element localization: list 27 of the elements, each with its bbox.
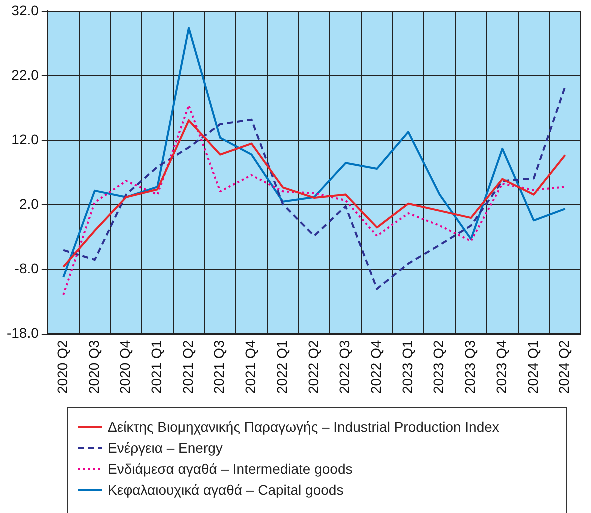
x-tick-label: 2020 Q4 <box>117 340 134 394</box>
x-tick-label: 2021 Q1 <box>148 340 165 394</box>
x-tick-label: 2020 Q3 <box>86 340 102 394</box>
x-tick-label: 2023 Q4 <box>493 340 510 394</box>
legend-label: Κεφαλαιουχικά αγαθά – Capital goods <box>108 482 344 498</box>
x-tick-label: 2020 Q2 <box>54 340 70 394</box>
y-tick-label: 32.0 <box>12 2 40 18</box>
x-tick-label: 2022 Q2 <box>305 340 322 394</box>
y-tick-label: 12.0 <box>12 131 40 148</box>
x-tick-label: 2021 Q2 <box>180 340 196 394</box>
y-tick-label: -8.0 <box>14 260 40 277</box>
y-tick-label: -18.0 <box>6 325 40 342</box>
x-tick-label: 2024 Q1 <box>524 340 541 394</box>
x-tick-label: 2023 Q3 <box>462 340 478 394</box>
y-tick-label: 22.0 <box>12 66 40 83</box>
legend-label: Ενέργεια – Energy <box>108 440 223 456</box>
legend-label: Ενδιάμεσα αγαθά – Intermediate goods <box>108 460 353 476</box>
x-tick-label: 2022 Q1 <box>274 340 290 394</box>
x-tick-label: 2023 Q1 <box>399 340 416 394</box>
x-tick-label: 2022 Q3 <box>336 340 353 394</box>
x-tick-label: 2023 Q2 <box>430 340 447 394</box>
x-tick-label: 2021 Q4 <box>242 340 259 394</box>
legend-label: Δείκτης Βιομηχανικής Παραγωγής – Industrial Production Index <box>108 418 500 434</box>
y-tick-label: 2.0 <box>19 196 40 212</box>
x-tick-label: 2024 Q2 <box>556 340 572 394</box>
x-tick-label: 2021 Q3 <box>211 340 228 394</box>
x-tick-label: 2022 Q4 <box>368 340 384 394</box>
